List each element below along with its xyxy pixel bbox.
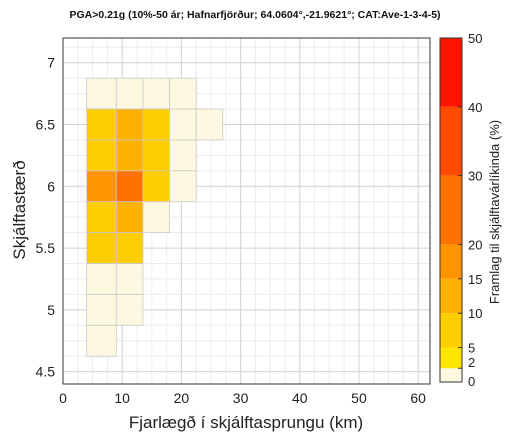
heatmap-cell [86, 170, 117, 203]
heatmap-cell [115, 263, 144, 295]
colorbar-segment [440, 38, 462, 107]
colorbar-frame [439, 37, 463, 383]
heatmap-cell [115, 232, 144, 264]
colorbar-segment [440, 106, 462, 176]
heatmap-cell [86, 263, 117, 295]
colorbar-tick-label: 40 [468, 100, 482, 115]
heatmap-cell [142, 139, 170, 172]
heatmap-cell [115, 77, 144, 110]
heatmap-cell [115, 201, 144, 234]
heatmap-cell [86, 324, 117, 357]
heatmap-cell [86, 201, 117, 234]
heatmap-cell [169, 108, 197, 141]
colorbar-tick-label: 2 [468, 355, 475, 370]
heatmap-cell [86, 232, 117, 264]
heatmap-cell [142, 77, 170, 110]
colorbar-segment [440, 368, 462, 382]
colorbar-segment [440, 278, 462, 314]
heatmap-cell [115, 170, 144, 203]
colorbar-label: Framlag til skjálftavárlíkinda (%) [487, 120, 502, 304]
x-tick-label: 60 [410, 390, 426, 406]
y-axis-ticks: 4.5 5 5.5 6 6.5 7 [36, 55, 56, 380]
heatmap-cell [142, 201, 170, 234]
heatmap-cell [169, 77, 197, 110]
x-axis-ticks: 0 10 20 30 40 50 60 [59, 390, 426, 406]
y-tick-label: 5 [47, 302, 55, 318]
colorbar-tick-label: 5 [468, 341, 475, 356]
colorbar-tick-label: 30 [468, 169, 482, 184]
heatmap-cell [169, 170, 197, 203]
colorbar-tick-label: 10 [468, 306, 482, 321]
y-tick-label: 7 [47, 55, 55, 71]
colorbar-tick-label: 0 [468, 374, 475, 389]
heatmap-cell [86, 108, 117, 141]
x-tick-label: 30 [233, 390, 249, 406]
chart-title: PGA>0.21g (10%-50 ár; Hafnarfjörður; 64.… [69, 9, 440, 21]
y-tick-label: 5.5 [36, 240, 56, 256]
x-tick-label: 0 [59, 390, 67, 406]
colorbar-tick-label: 20 [468, 237, 482, 252]
y-tick-label: 6.5 [36, 117, 56, 133]
colorbar-segment [440, 244, 462, 279]
heatmap-cell [195, 108, 224, 141]
heatmap-cell [142, 170, 170, 203]
y-tick-label: 4.5 [36, 364, 56, 380]
heatmap-cell [86, 77, 117, 110]
colorbar-segment [440, 347, 462, 369]
plot-area [62, 37, 431, 385]
heatmap-cell [115, 294, 144, 326]
x-tick-label: 20 [174, 390, 190, 406]
x-tick-label: 50 [351, 390, 367, 406]
colorbar-ticks: 0 25 10 15 20 30 40 50 [458, 31, 482, 389]
heatmap-cell [115, 108, 144, 141]
x-tick-label: 40 [292, 390, 308, 406]
heatmap-cells [86, 77, 224, 357]
colorbar-tick-label: 15 [468, 272, 482, 287]
colorbar-tick-label: 50 [468, 31, 482, 46]
heatmap-cell [86, 294, 117, 326]
colorbar-segment [440, 313, 462, 348]
plot-frame [62, 37, 431, 385]
y-axis-label: Skjálftastærð [10, 160, 29, 259]
colorbar-segment [440, 175, 462, 245]
colorbar [439, 37, 463, 383]
x-tick-label: 10 [114, 390, 130, 406]
heatmap-cell [86, 139, 117, 172]
heatmap-cell [169, 139, 197, 172]
heatmap-cell [142, 108, 170, 141]
x-axis-label: Fjarlægð í skjálftasprungu (km) [129, 413, 363, 432]
y-tick-label: 6 [47, 178, 55, 194]
heatmap-cell [115, 139, 144, 172]
